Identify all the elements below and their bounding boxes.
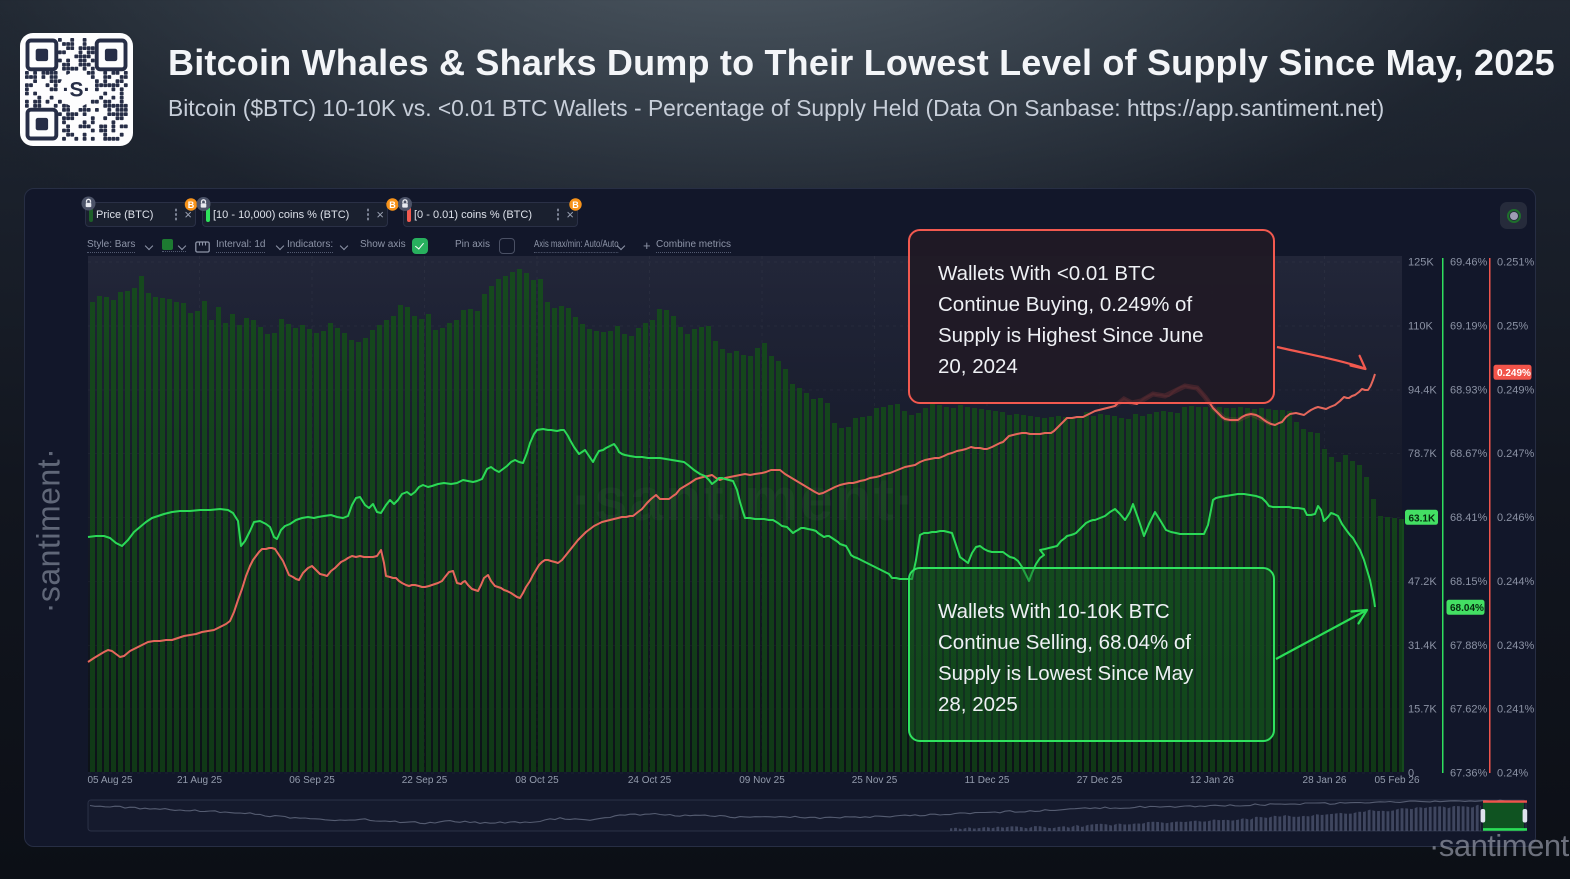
svg-text:0: 0 xyxy=(1408,768,1414,780)
svg-text:21 Aug 25: 21 Aug 25 xyxy=(177,775,222,786)
svg-text:67.62%: 67.62% xyxy=(1450,704,1488,716)
svg-text:24 Oct 25: 24 Oct 25 xyxy=(628,775,672,786)
svg-text:05 Aug 25: 05 Aug 25 xyxy=(87,775,132,786)
svg-text:0.244%: 0.244% xyxy=(1497,576,1535,588)
svg-text:25 Nov 25: 25 Nov 25 xyxy=(852,775,898,786)
svg-text:67.88%: 67.88% xyxy=(1450,640,1488,652)
svg-text:09 Nov 25: 09 Nov 25 xyxy=(739,775,785,786)
svg-text:15.7K: 15.7K xyxy=(1408,704,1437,716)
svg-text:0.249%: 0.249% xyxy=(1497,368,1531,379)
svg-text:0.24%: 0.24% xyxy=(1497,768,1528,780)
svg-text:22 Sep 25: 22 Sep 25 xyxy=(402,775,448,786)
svg-text:·S·: ·S· xyxy=(63,79,91,102)
svg-text:0.25%: 0.25% xyxy=(1497,320,1528,332)
svg-text:0.249%: 0.249% xyxy=(1497,384,1535,396)
svg-text:28 Jan 26: 28 Jan 26 xyxy=(1303,775,1347,786)
svg-text:11 Dec 25: 11 Dec 25 xyxy=(965,775,1010,786)
svg-text:68.67%: 68.67% xyxy=(1450,448,1488,460)
svg-text:68.41%: 68.41% xyxy=(1450,512,1488,524)
svg-text:67.36%: 67.36% xyxy=(1450,768,1488,780)
svg-text:110K: 110K xyxy=(1408,320,1434,332)
svg-text:0.246%: 0.246% xyxy=(1497,512,1535,524)
svg-text:78.7K: 78.7K xyxy=(1408,448,1437,460)
svg-text:06 Sep 25: 06 Sep 25 xyxy=(289,775,335,786)
svg-text:0.241%: 0.241% xyxy=(1497,704,1535,716)
svg-text:69.19%: 69.19% xyxy=(1450,320,1488,332)
svg-text:68.93%: 68.93% xyxy=(1450,384,1488,396)
svg-text:69.46%: 69.46% xyxy=(1450,257,1488,269)
svg-text:0.251%: 0.251% xyxy=(1497,257,1535,269)
svg-text:31.4K: 31.4K xyxy=(1408,640,1437,652)
svg-text:68.04%: 68.04% xyxy=(1450,603,1484,614)
svg-text:68.15%: 68.15% xyxy=(1450,576,1488,588)
svg-text:0.243%: 0.243% xyxy=(1497,640,1535,652)
svg-text:27 Dec 25: 27 Dec 25 xyxy=(1077,775,1123,786)
svg-text:05 Feb 26: 05 Feb 26 xyxy=(1374,775,1419,786)
svg-text:·santiment·: ·santiment· xyxy=(572,466,917,533)
svg-text:94.4K: 94.4K xyxy=(1408,384,1437,396)
svg-text:08 Oct 25: 08 Oct 25 xyxy=(515,775,559,786)
svg-text:47.2K: 47.2K xyxy=(1408,576,1437,588)
svg-text:12 Jan 26: 12 Jan 26 xyxy=(1190,775,1234,786)
svg-text:125K: 125K xyxy=(1408,257,1434,269)
svg-text:63.1K: 63.1K xyxy=(1409,513,1436,524)
svg-text:0.247%: 0.247% xyxy=(1497,448,1535,460)
